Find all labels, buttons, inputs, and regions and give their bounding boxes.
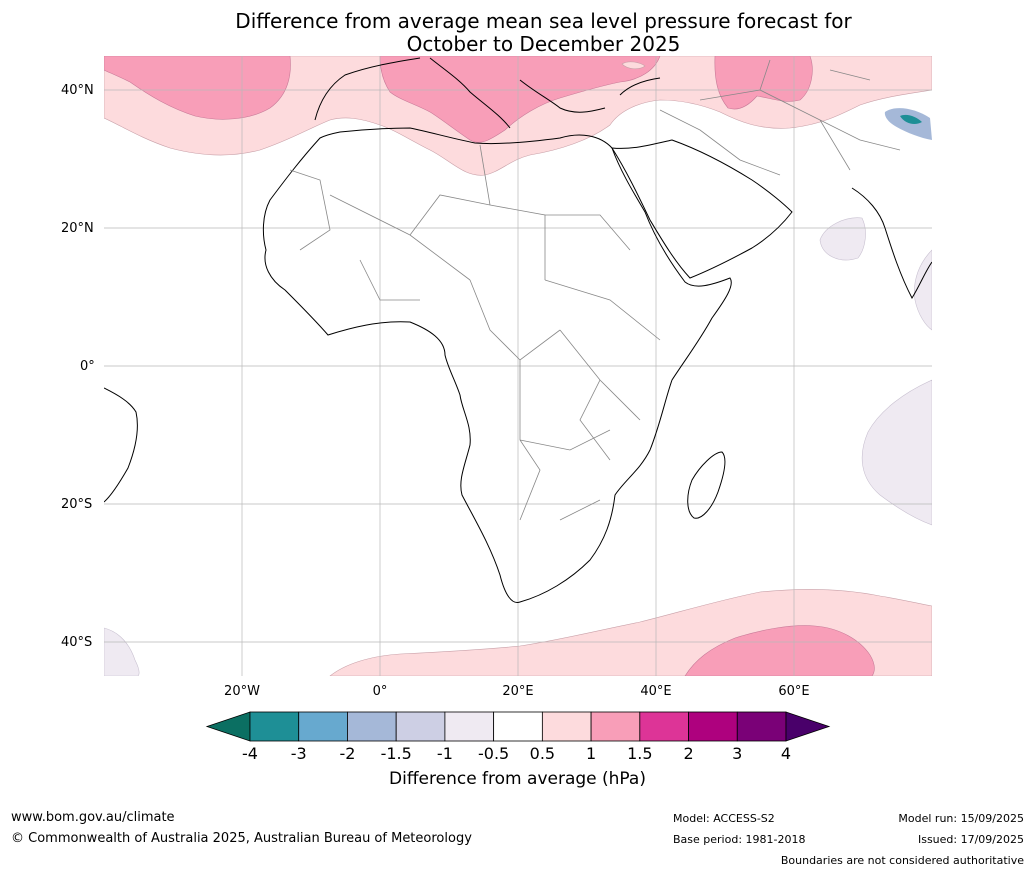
colorbar-tick-label: 2 [683, 744, 694, 763]
title-line-2: October to December 2025 [406, 32, 681, 56]
lon-label-20w: 20°W [224, 684, 260, 699]
chart-title: Difference from average mean sea level p… [0, 10, 1035, 56]
colorbar-tick-label: 3 [732, 744, 743, 763]
colorbar-extend-high [785, 711, 831, 742]
colorbar-bin [347, 711, 397, 742]
colorbar-tick-label: 1 [585, 744, 597, 763]
title-line-1: Difference from average mean sea level p… [235, 9, 852, 33]
lon-label-20e: 20°E [502, 684, 534, 699]
colorbar-extend-low [205, 711, 251, 742]
colorbar-tick-label: 0.5 [529, 744, 556, 763]
anomaly-north-medium-atlantic [104, 56, 291, 120]
lon-label-60e: 60°E [778, 684, 810, 699]
model-run-date: Model run: 15/09/2025 [898, 812, 1024, 825]
anomaly-north-medium-med [379, 56, 661, 143]
issued-date: Issued: 17/09/2025 [917, 833, 1024, 846]
colorbar-tick-label: 4 [780, 744, 792, 763]
colorbar-bin [395, 711, 446, 742]
website-link[interactable]: www.bom.gov.au/climate [11, 810, 175, 825]
anomaly-north-medium-caspian [714, 56, 813, 110]
anomaly-himalaya-dip [884, 108, 932, 140]
boundaries-disclaimer: Boundaries are not considered authoritat… [780, 854, 1024, 867]
africa-coastline [262, 127, 732, 604]
colorbar-bin [493, 711, 543, 742]
arabia-coastline [611, 139, 793, 279]
colorbar-bin [639, 711, 689, 742]
south-america-coastline [104, 387, 138, 503]
colorbar-bin [249, 711, 300, 742]
lon-label-0: 0° [372, 684, 388, 699]
colorbar-bin [444, 711, 495, 742]
lon-label-40e: 40°E [640, 684, 672, 699]
map-area [104, 56, 932, 676]
model-name: Model: ACCESS-S2 [673, 812, 775, 825]
lat-label-20s: 20°S [61, 497, 93, 512]
colorbar-bin [541, 711, 592, 742]
base-period: Base period: 1981-2018 [673, 833, 806, 846]
colorbar-tick-label: 1.5 [627, 744, 653, 763]
coastlines [104, 57, 932, 604]
anomaly-indian-ocean-slight [861, 379, 932, 526]
lat-label-40s: 40°S [61, 635, 93, 650]
colorbar-tick-label: -4 [242, 744, 258, 763]
copyright-text: © Commonwealth of Australia 2025, Austra… [11, 831, 472, 846]
colorbar-tick-label: -1 [436, 744, 453, 763]
europe-coastline [314, 57, 661, 129]
colorbar-bin [298, 711, 348, 742]
anomaly-south-medium [684, 625, 875, 676]
colorbar-tick-label: -0.5 [478, 744, 510, 763]
madagascar-coastline [687, 451, 726, 519]
lat-label-20n: 20°N [61, 221, 94, 236]
colorbar-tick-label: -1.5 [380, 744, 412, 763]
india-coastline [851, 187, 932, 300]
colorbar-bin [736, 711, 787, 742]
anomaly-north-light-inner [621, 61, 646, 70]
lat-label-40n: 40°N [61, 83, 94, 98]
gridlines [104, 56, 932, 676]
colorbar-tick-label: -2 [339, 744, 356, 763]
country-borders [289, 59, 901, 521]
anomaly-himalaya-core [900, 114, 922, 124]
colorbar-tick-label: -3 [290, 744, 307, 763]
colorbar-bin [688, 711, 738, 742]
colorbar-label: Difference from average (hPa) [389, 769, 646, 789]
colorbar-bin [590, 711, 641, 742]
lat-label-0: 0° [80, 359, 95, 374]
anomaly-south-west-slight [104, 627, 140, 676]
